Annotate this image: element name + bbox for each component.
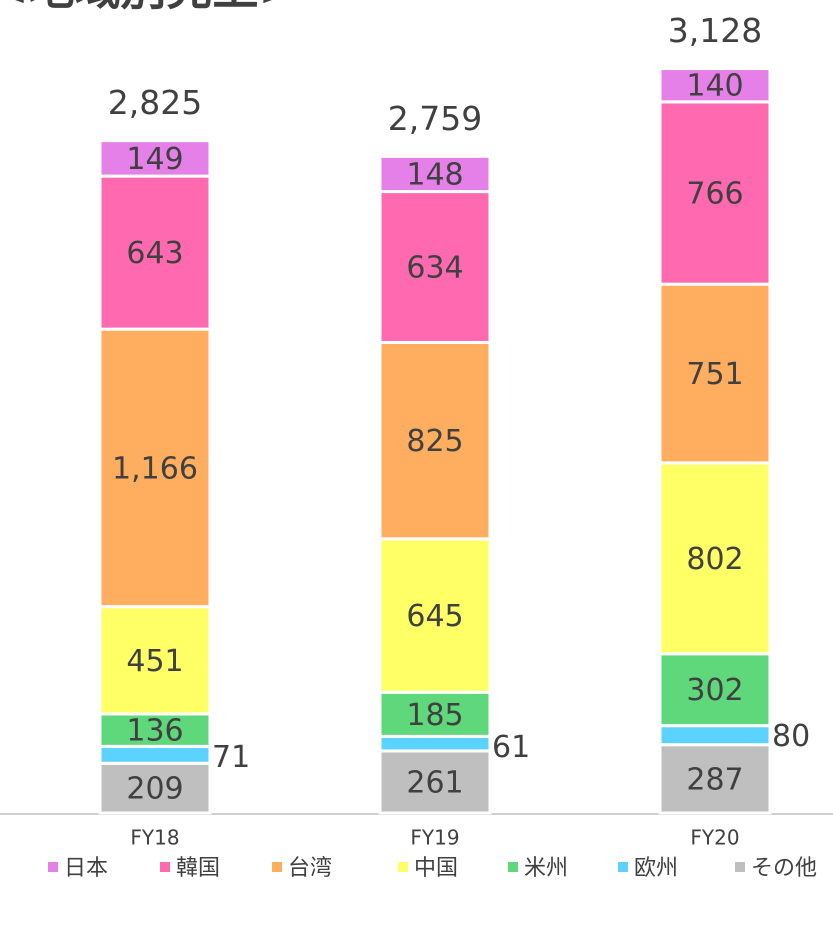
x-tick-label: FY18 (130, 826, 179, 850)
data-label: 148 (406, 157, 463, 192)
data-label: 645 (406, 599, 463, 634)
legend-label: 欧州 (634, 856, 678, 881)
bar-segment (378, 340, 492, 541)
legend-swatch (160, 862, 170, 872)
legend-swatch (735, 862, 745, 872)
bar-segment (98, 139, 212, 178)
bar-segment (658, 461, 772, 656)
bar-segment (658, 724, 772, 747)
legend-swatch (272, 862, 282, 872)
data-label: 1,166 (112, 451, 198, 486)
data-label: 751 (686, 357, 743, 392)
data-label: 766 (686, 177, 743, 212)
legend-label: その他 (751, 856, 817, 881)
legend-label: 米州 (524, 856, 568, 881)
bar-segment (98, 712, 212, 748)
bar-segment (378, 190, 492, 344)
bar-segment (658, 282, 772, 465)
total-label: 2,759 (388, 99, 482, 138)
data-label: 71 (212, 740, 250, 775)
legend-swatch (48, 862, 58, 872)
bar-segment (378, 154, 492, 194)
data-label: 643 (126, 236, 183, 271)
bar-segment (98, 327, 212, 609)
legend-label: 韓国 (176, 856, 220, 881)
data-label: 61 (492, 730, 530, 765)
data-label: 149 (126, 142, 183, 177)
bar-segment (658, 743, 772, 815)
total-label: 3,128 (668, 11, 762, 50)
data-label: 185 (406, 698, 463, 733)
legend-swatch (618, 862, 628, 872)
x-tick-label: FY19 (410, 826, 459, 850)
legend-swatch (508, 862, 518, 872)
legend-swatch (398, 862, 408, 872)
data-label: 825 (406, 424, 463, 459)
bar-segment (658, 67, 772, 104)
bar-segment (378, 690, 492, 738)
bar-segment (658, 100, 772, 286)
bar-segment (378, 749, 492, 815)
data-label: 261 (406, 765, 463, 800)
x-tick-label: FY20 (690, 826, 739, 850)
legend-label: 中国 (414, 856, 458, 881)
data-label: 802 (686, 542, 743, 577)
total-label: 2,825 (108, 83, 202, 122)
data-label: 451 (126, 644, 183, 679)
bar-segment (98, 174, 212, 331)
data-label: 302 (686, 673, 743, 708)
chart-title: <地域別売上> (0, 0, 297, 16)
bar-segment (378, 537, 492, 694)
data-label: 140 (686, 69, 743, 104)
data-label: 136 (126, 714, 183, 749)
data-label: 80 (772, 719, 810, 754)
legend-label: 台湾 (288, 856, 332, 881)
bar-segment (378, 734, 492, 753)
bar-segment (98, 761, 212, 815)
legend-label: 日本 (64, 856, 108, 881)
data-label: 634 (406, 251, 463, 286)
bar-segment (98, 744, 212, 765)
data-label: 209 (126, 772, 183, 807)
data-label: 287 (686, 762, 743, 797)
